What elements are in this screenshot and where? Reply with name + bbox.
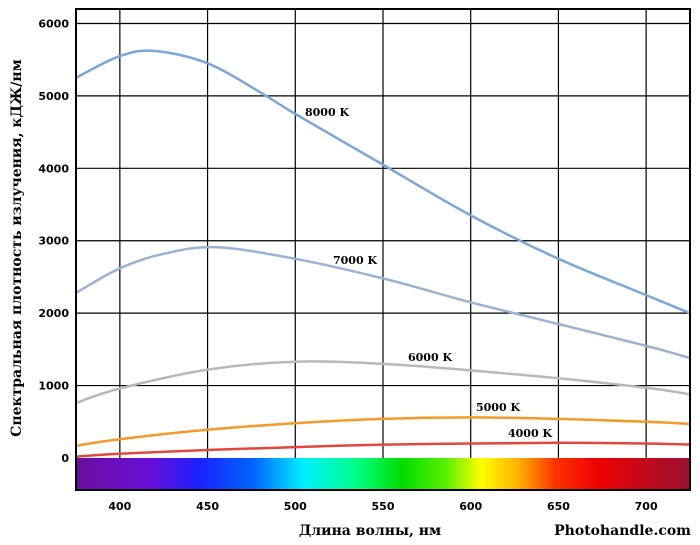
y-tick-label: 6000 — [38, 17, 69, 30]
y-tick-label: 1000 — [38, 380, 69, 393]
x-tick-label: 650 — [547, 500, 570, 513]
series-line — [75, 49, 691, 315]
x-tick-label: 700 — [635, 500, 658, 513]
y-tick-label: 3000 — [38, 235, 69, 248]
tick-labels: 400 450 500 550 600 650 700 0 1000 2000 3000 4000 50… — [38, 17, 658, 513]
x-tick-label: 550 — [372, 500, 395, 513]
y-axis-title: Спектральная плотность излучения, кДЖ/нм — [9, 59, 25, 437]
series-line — [75, 441, 691, 458]
x-axis-title: Длина волны, нм — [299, 523, 441, 539]
watermark-text: Photohandle.com — [554, 523, 691, 539]
series-label: 6000 K — [408, 351, 452, 364]
plot-frame — [75, 8, 691, 491]
x-tick-label: 450 — [196, 500, 219, 513]
y-tick-label: 5000 — [38, 90, 69, 103]
x-tick-label: 500 — [284, 500, 307, 513]
grid — [76, 9, 690, 458]
series-lines — [75, 49, 691, 458]
y-tick-label: 0 — [61, 452, 69, 465]
series-line — [75, 360, 691, 405]
series-labels: 8000 K 7000 K 6000 K 5000 K 4000 K — [305, 106, 552, 440]
x-tick-label: 600 — [459, 500, 482, 513]
y-tick-label: 4000 — [38, 162, 69, 175]
series-line — [75, 416, 691, 447]
spectrum-bar — [76, 458, 690, 490]
y-tick-label: 2000 — [38, 307, 69, 320]
series-label: 5000 K — [476, 401, 520, 414]
series-line — [75, 245, 691, 360]
series-label: 7000 K — [333, 254, 377, 267]
series-label: 8000 K — [305, 106, 349, 119]
series-label: 4000 K — [508, 427, 552, 440]
x-tick-label: 400 — [108, 500, 131, 513]
